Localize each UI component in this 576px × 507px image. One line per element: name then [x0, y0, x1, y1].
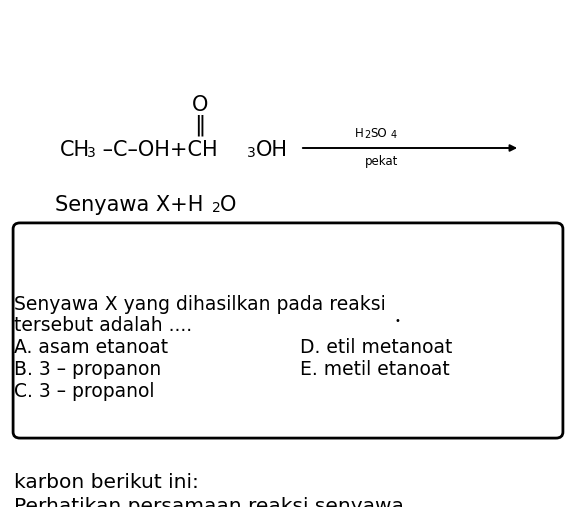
Text: C. 3 – propanol: C. 3 – propanol	[14, 382, 154, 401]
Text: •: •	[395, 316, 401, 326]
Text: pekat: pekat	[365, 155, 399, 168]
Text: B. 3 – propanon: B. 3 – propanon	[14, 360, 161, 379]
Text: 3: 3	[87, 146, 96, 160]
Text: karbon berikut ini:: karbon berikut ini:	[14, 473, 199, 492]
Text: D. etil metanoat: D. etil metanoat	[300, 338, 452, 357]
Text: OH: OH	[256, 140, 288, 160]
FancyBboxPatch shape	[13, 223, 563, 438]
Text: 2: 2	[212, 201, 221, 215]
Text: tersebut adalah ....: tersebut adalah ....	[14, 316, 192, 335]
Text: A. asam etanoat: A. asam etanoat	[14, 338, 168, 357]
Text: 2: 2	[364, 130, 370, 140]
Text: O: O	[220, 195, 236, 215]
Text: ‖: ‖	[194, 115, 206, 136]
Text: CH: CH	[60, 140, 90, 160]
Text: Senyawa X yang dihasilkan pada reaksi: Senyawa X yang dihasilkan pada reaksi	[14, 295, 386, 314]
Text: 4: 4	[391, 130, 397, 140]
Text: SO: SO	[370, 127, 386, 140]
Text: E. metil etanoat: E. metil etanoat	[300, 360, 450, 379]
Text: Perhatikan persamaan reaksi senyawa: Perhatikan persamaan reaksi senyawa	[14, 497, 404, 507]
Text: 3: 3	[247, 146, 256, 160]
Text: Senyawa X+H: Senyawa X+H	[55, 195, 203, 215]
Text: –C–OH+CH: –C–OH+CH	[96, 140, 218, 160]
Text: H: H	[355, 127, 364, 140]
Text: O: O	[192, 95, 208, 115]
